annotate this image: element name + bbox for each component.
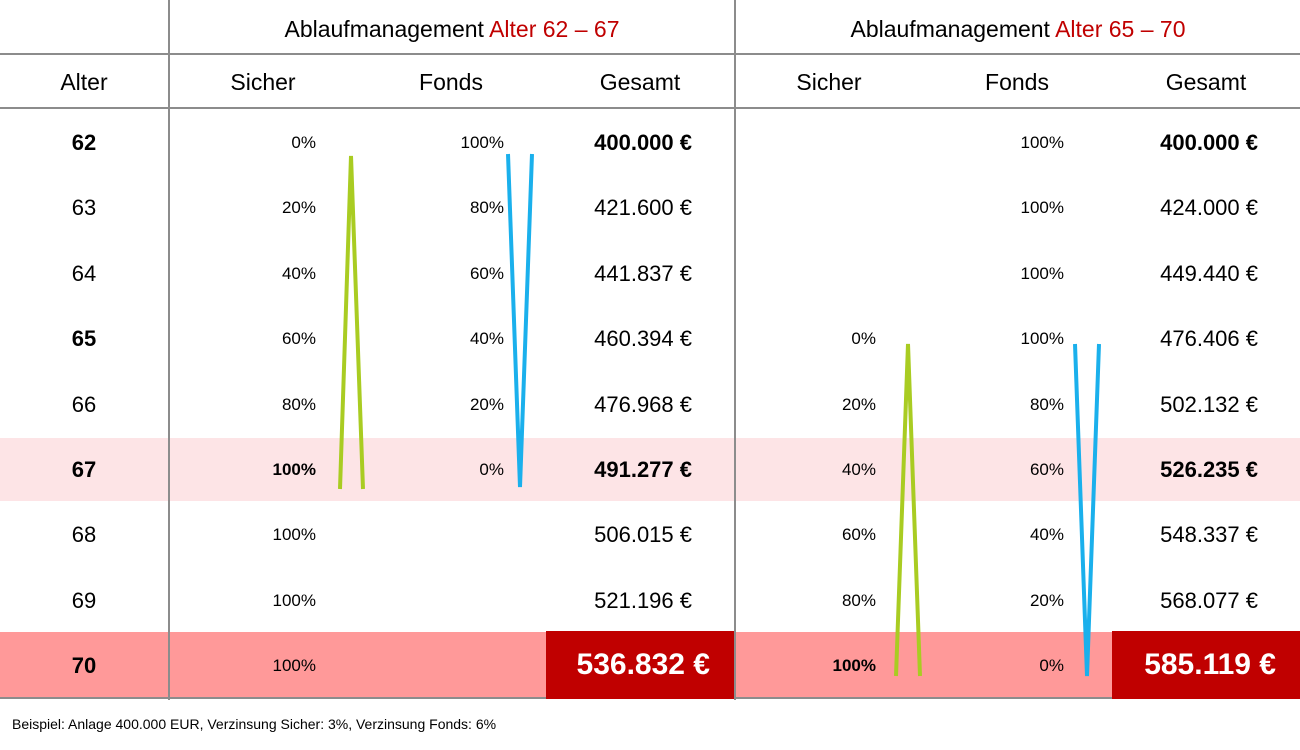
g2-sicher-cell: 60% xyxy=(841,525,876,545)
g2-fonds-cell: 100% xyxy=(1020,329,1064,349)
column-header-g2-sicher: Sicher xyxy=(796,69,862,95)
group2-header: Ablaufmanagement Alter 65 – 70 xyxy=(736,0,1300,54)
grid-line xyxy=(0,53,1300,55)
g1-sicher-cell: 20% xyxy=(281,198,316,218)
g2-fonds-cell: 100% xyxy=(1020,263,1064,283)
g1-sicher-cell: 0% xyxy=(291,133,316,152)
group1-range: Alter 62 – 67 xyxy=(489,16,620,42)
age-cell: 64 xyxy=(71,260,97,286)
blue-taper-g2 xyxy=(1073,343,1101,677)
g1-sicher-cell: 60% xyxy=(281,329,316,349)
g2-fonds-cell: 80% xyxy=(1029,394,1064,414)
g2-sicher-cell: 20% xyxy=(841,394,876,414)
green-taper-g2 xyxy=(894,343,922,677)
g2-sicher-cell xyxy=(736,241,876,306)
age-cell: 66 xyxy=(71,391,97,417)
column-header-g1-fonds: Fonds xyxy=(419,69,483,95)
g1-sicher-cell: 100% xyxy=(272,460,316,479)
column-header-g2-gesamt: Gesamt xyxy=(1165,69,1247,95)
g1-gesamt-cell: 506.015 € xyxy=(594,522,692,548)
g1-sicher-cell: 100% xyxy=(272,525,316,545)
g1-fonds-cell xyxy=(356,502,504,567)
g2-fonds-cell: 100% xyxy=(1020,198,1064,218)
g2-gesamt-cell: 548.337 € xyxy=(1160,522,1258,548)
age-cell: 70 xyxy=(71,653,97,679)
g1-gesamt-cell: 521.196 € xyxy=(594,587,692,613)
age-cell: 62 xyxy=(71,130,97,155)
g2-sicher-cell xyxy=(736,110,876,175)
final-total-g1: 536.832 € xyxy=(546,631,734,699)
g2-sicher-cell: 80% xyxy=(841,590,876,610)
g2-fonds-cell: 20% xyxy=(1029,590,1064,610)
g1-fonds-cell: 20% xyxy=(469,394,504,414)
final-total-g2: 585.119 € xyxy=(1112,631,1300,699)
g2-sicher-cell: 40% xyxy=(841,460,876,479)
g1-fonds-cell: 80% xyxy=(469,198,504,218)
final-total-g1-value: 536.832 € xyxy=(576,648,710,681)
grid-line xyxy=(734,0,736,700)
group1-label: Ablaufmanagement xyxy=(284,16,484,42)
g2-fonds-cell: 100% xyxy=(1020,133,1064,152)
g1-gesamt-cell: 476.968 € xyxy=(594,391,692,417)
grid-line xyxy=(168,0,170,700)
g2-gesamt-cell: 526.235 € xyxy=(1160,457,1258,482)
g2-gesamt-cell: 449.440 € xyxy=(1160,260,1258,286)
age-cell: 67 xyxy=(71,457,97,482)
g2-sicher-cell xyxy=(736,175,876,240)
final-total-g2-value: 585.119 € xyxy=(1144,648,1276,681)
g1-gesamt-cell: 460.394 € xyxy=(594,326,692,352)
g1-gesamt-cell: 400.000 € xyxy=(594,130,692,155)
g2-fonds-cell: 0% xyxy=(1039,656,1064,676)
g2-fonds-cell: 60% xyxy=(1029,460,1064,479)
g2-gesamt-cell: 424.000 € xyxy=(1160,195,1258,221)
g1-sicher-cell: 100% xyxy=(272,590,316,610)
g1-gesamt-cell: 421.600 € xyxy=(594,195,692,221)
g1-fonds-cell: 60% xyxy=(469,263,504,283)
g1-sicher-cell: 80% xyxy=(281,394,316,414)
g2-gesamt-cell: 568.077 € xyxy=(1160,587,1258,613)
age-cell: 69 xyxy=(71,587,97,613)
g2-sicher-cell: 100% xyxy=(832,656,876,676)
g2-fonds-cell: 40% xyxy=(1029,525,1064,545)
age-cell: 63 xyxy=(71,195,97,221)
g2-gesamt-cell: 502.132 € xyxy=(1160,391,1258,417)
footnote: Beispiel: Anlage 400.000 EUR, Verzinsung… xyxy=(12,716,497,732)
g1-sicher-cell: 100% xyxy=(272,656,316,676)
column-header-g2-fonds: Fonds xyxy=(985,69,1049,95)
column-header-g1-gesamt: Gesamt xyxy=(599,69,681,95)
g1-gesamt-cell: 491.277 € xyxy=(594,457,692,482)
group2-range: Alter 65 – 70 xyxy=(1055,16,1186,42)
g1-fonds-cell: 100% xyxy=(460,133,504,152)
g2-sicher-cell: 0% xyxy=(851,329,876,349)
age-cell: 68 xyxy=(71,522,97,548)
g1-sicher-cell: 40% xyxy=(281,263,316,283)
column-header-age: Alter xyxy=(60,69,108,95)
group1-header: Ablaufmanagement Alter 62 – 67 xyxy=(170,0,734,54)
g1-gesamt-cell: 441.837 € xyxy=(594,260,692,286)
column-header-g1-sicher: Sicher xyxy=(230,69,296,95)
g2-gesamt-cell: 400.000 € xyxy=(1160,130,1258,155)
g1-fonds-cell xyxy=(356,633,504,698)
age-cell: 65 xyxy=(71,326,97,352)
group2-label: Ablaufmanagement xyxy=(850,16,1050,42)
g1-fonds-cell xyxy=(356,568,504,633)
g2-gesamt-cell: 476.406 € xyxy=(1160,326,1258,352)
grid-line xyxy=(0,107,1300,109)
g1-fonds-cell: 0% xyxy=(479,460,504,479)
g1-fonds-cell: 40% xyxy=(469,329,504,349)
